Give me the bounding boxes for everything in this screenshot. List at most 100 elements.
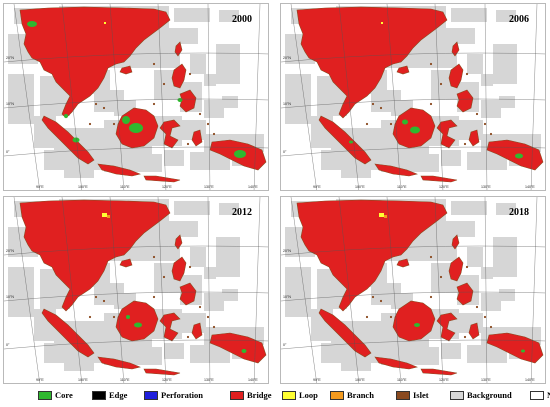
core-patch bbox=[402, 119, 408, 125]
latitude-line bbox=[281, 146, 545, 157]
landmass bbox=[97, 163, 141, 177]
islet-mark bbox=[371, 102, 375, 106]
core-patch bbox=[134, 322, 142, 328]
legend-swatch bbox=[330, 390, 344, 400]
background-tile bbox=[441, 150, 461, 166]
latitude-line bbox=[281, 291, 545, 302]
landmass bbox=[119, 258, 133, 268]
longitude-label: 130°E bbox=[481, 185, 491, 189]
core-patch bbox=[72, 137, 80, 143]
landmass bbox=[392, 300, 436, 342]
background-tile bbox=[134, 347, 156, 357]
background-tile bbox=[64, 357, 94, 371]
longitude-label: 120°E bbox=[439, 185, 449, 189]
legend-item-islet: Islet bbox=[396, 388, 429, 402]
islet-mark bbox=[365, 315, 369, 319]
islet-mark bbox=[188, 72, 192, 76]
islet-mark bbox=[186, 142, 190, 146]
legend-item-loop: Loop bbox=[282, 388, 318, 402]
landmass bbox=[456, 89, 474, 113]
longitude-line bbox=[157, 4, 167, 190]
background-tile bbox=[481, 74, 493, 86]
background-tile bbox=[467, 54, 483, 74]
background-tile bbox=[467, 247, 483, 267]
landmass bbox=[296, 6, 448, 119]
landmass bbox=[420, 175, 458, 183]
latitude-label: 20°N bbox=[6, 249, 15, 253]
islet-mark bbox=[162, 82, 166, 86]
core-patch bbox=[410, 126, 420, 134]
longitude-line bbox=[530, 197, 538, 383]
core-patch bbox=[177, 98, 183, 102]
landmass bbox=[119, 65, 133, 75]
legend-label: No data bbox=[547, 390, 550, 400]
background-tile bbox=[285, 267, 311, 317]
background-tile bbox=[493, 44, 517, 84]
longitude-line bbox=[290, 197, 317, 383]
background-tile bbox=[219, 203, 239, 215]
background-tile bbox=[204, 100, 224, 118]
background-tile bbox=[496, 10, 516, 22]
latitude-label: 20°N bbox=[6, 56, 15, 60]
longitude-line bbox=[109, 197, 125, 383]
landmass bbox=[97, 356, 141, 370]
background-tile bbox=[216, 237, 240, 277]
latitude-line bbox=[4, 98, 268, 109]
background-tile bbox=[451, 8, 487, 22]
map-panel-2012: 2012 20°N 10°N 0° 90°E 100°E 110°E 120°E 130°E 1… bbox=[3, 196, 269, 384]
background-tile bbox=[64, 164, 94, 178]
islet-mark bbox=[152, 102, 156, 106]
longitude-label: 100°E bbox=[355, 185, 365, 189]
islet-mark bbox=[439, 82, 443, 86]
islet-mark bbox=[475, 112, 479, 116]
background-tile bbox=[174, 8, 210, 22]
landmass bbox=[179, 282, 197, 306]
latitude-label: 10°N bbox=[283, 102, 292, 106]
background-tile bbox=[204, 74, 216, 86]
longitude-label: 120°E bbox=[162, 378, 172, 382]
legend-item-branch: Branch bbox=[330, 388, 374, 402]
background-tile bbox=[180, 221, 198, 237]
landmass bbox=[468, 129, 480, 147]
islet-mark bbox=[379, 299, 383, 303]
branch-patch bbox=[384, 215, 387, 218]
longitude-label: 100°E bbox=[355, 378, 365, 382]
core-patch bbox=[126, 315, 130, 319]
islet-mark bbox=[483, 315, 487, 319]
background-tile bbox=[190, 152, 230, 170]
longitude-line bbox=[530, 4, 538, 190]
longitude-line bbox=[484, 4, 488, 190]
longitude-label: 90°E bbox=[36, 378, 44, 382]
latitude-line bbox=[4, 146, 268, 157]
legend-item-no-data: No data bbox=[530, 388, 550, 402]
islet-mark bbox=[112, 315, 116, 319]
landmass bbox=[374, 163, 418, 177]
background-tile bbox=[481, 293, 501, 311]
longitude-label: 130°E bbox=[204, 185, 214, 189]
islet-mark bbox=[483, 122, 487, 126]
background-tile bbox=[222, 96, 238, 108]
islet-mark bbox=[429, 295, 433, 299]
legend-item-bridge: Bridge bbox=[230, 388, 272, 402]
map-panel-2000: 2000 20°N 10°N 0° 90°E 100°E 110°E 120°E 130°E 1… bbox=[3, 3, 269, 191]
latitude-line bbox=[281, 98, 545, 109]
longitude-line bbox=[386, 4, 402, 190]
background-tile bbox=[499, 96, 515, 108]
longitude-label: 140°E bbox=[525, 185, 535, 189]
map-year-label: 2018 bbox=[509, 207, 529, 218]
islet-mark bbox=[212, 132, 216, 136]
latitude-line bbox=[4, 245, 268, 256]
legend-swatch bbox=[38, 390, 52, 400]
islet-mark bbox=[198, 112, 202, 116]
islet-mark bbox=[94, 102, 98, 106]
background-tile bbox=[222, 289, 238, 301]
background-tile bbox=[467, 345, 507, 363]
longitude-line bbox=[207, 4, 211, 190]
legend-item-perforation: Perforation bbox=[144, 388, 203, 402]
landmass bbox=[159, 119, 181, 149]
background-tile bbox=[451, 201, 487, 215]
background-tile bbox=[411, 347, 433, 357]
core-patch bbox=[129, 123, 143, 133]
latitude-line bbox=[4, 339, 268, 350]
islet-mark bbox=[212, 325, 216, 329]
